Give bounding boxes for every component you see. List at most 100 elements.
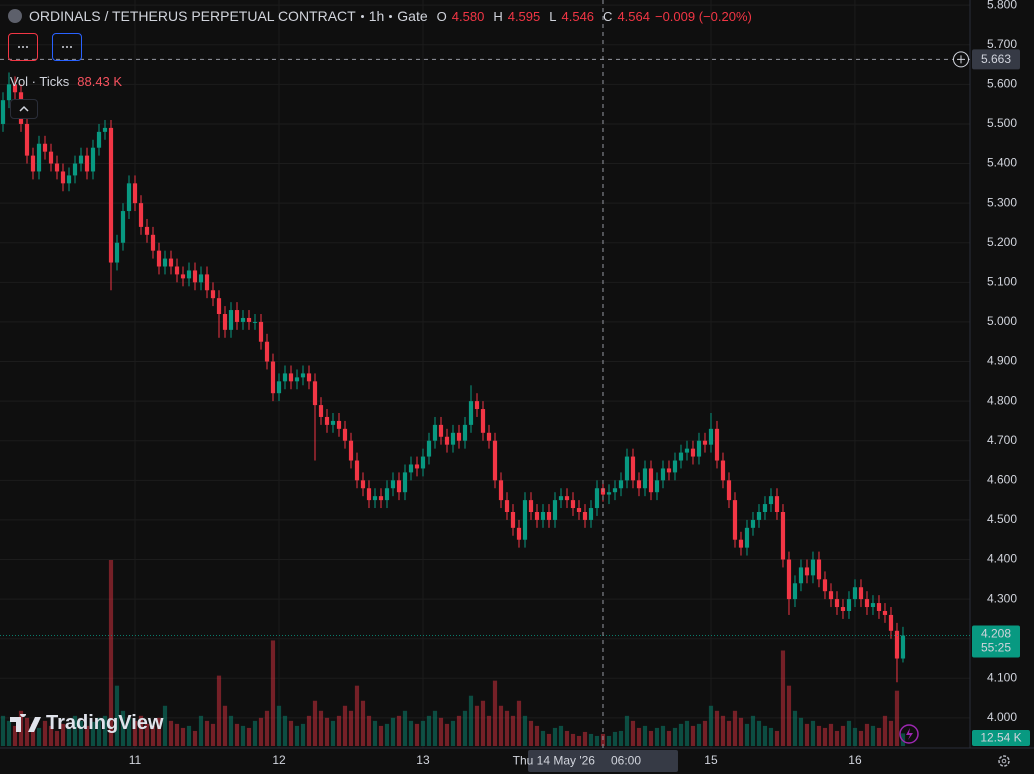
candle-body xyxy=(504,500,510,512)
crosshair-date: Thu 14 May '26 xyxy=(513,754,596,768)
volume-bar xyxy=(78,720,84,746)
y-tick-label: 5.500 xyxy=(987,116,1017,130)
y-tick-label: 5.600 xyxy=(987,77,1017,91)
volume-bar xyxy=(678,723,684,746)
candle-body xyxy=(360,480,366,489)
volume-bar xyxy=(426,715,432,746)
candle-body xyxy=(876,603,882,611)
volume-bar xyxy=(240,725,246,746)
last-price-box xyxy=(972,625,1020,658)
candle-body xyxy=(882,610,888,615)
volume-bar xyxy=(138,715,144,746)
candle-body xyxy=(60,171,66,184)
candle-body xyxy=(216,298,222,315)
volume-bar xyxy=(36,727,42,746)
candle-body xyxy=(150,234,156,251)
candle-body xyxy=(804,567,810,576)
volume-bar xyxy=(84,725,90,746)
candle-body xyxy=(768,496,774,505)
ohlc-key: H xyxy=(493,8,503,24)
volume-bar xyxy=(0,715,6,746)
symbol-title[interactable]: ORDINALS / TETHERUS PERPETUAL CONTRACT xyxy=(29,8,356,24)
volume-bar xyxy=(852,727,858,746)
candle-body xyxy=(120,211,126,243)
candle-body xyxy=(816,559,822,580)
interval[interactable]: 1h xyxy=(368,8,385,24)
volume-bar xyxy=(246,727,252,746)
volume-value: 88.43 K xyxy=(77,74,123,89)
candle-body xyxy=(510,511,516,528)
candle-body xyxy=(324,416,330,425)
candle-body xyxy=(114,242,120,263)
volume-bar xyxy=(420,720,426,746)
last-price-label: 4.208 xyxy=(981,627,1011,641)
volume-bar xyxy=(462,710,468,746)
candle-body xyxy=(372,496,378,501)
volume-bar xyxy=(456,715,462,746)
candle-body xyxy=(54,163,60,172)
countdown: 55:25 xyxy=(981,641,1011,655)
volume-bar xyxy=(762,725,768,746)
plus-icon xyxy=(957,55,965,64)
volume-bar xyxy=(204,720,210,746)
candle-body xyxy=(144,226,150,235)
indicator-button[interactable] xyxy=(52,33,82,61)
candle-body xyxy=(762,504,768,512)
volume-bar xyxy=(588,733,594,746)
add-alert-button[interactable] xyxy=(953,51,969,68)
candle-body xyxy=(528,500,534,512)
volume-bar xyxy=(552,727,558,746)
candle-body xyxy=(858,587,864,600)
volume-bar xyxy=(150,725,156,746)
candle-body xyxy=(822,579,828,592)
volume-bar xyxy=(324,717,330,746)
candle-body xyxy=(348,440,354,461)
candle-body xyxy=(606,492,612,495)
collapse-button[interactable] xyxy=(10,99,38,119)
ohlc-key: L xyxy=(549,8,557,24)
candle-body xyxy=(486,432,492,441)
last-volume-box xyxy=(972,730,1030,746)
candle-body xyxy=(6,84,12,101)
candle-body xyxy=(888,614,894,631)
candle-body xyxy=(480,409,486,433)
volume-bar xyxy=(348,710,354,746)
candle-body xyxy=(378,496,384,501)
volume-bar xyxy=(660,725,666,746)
volume-bar xyxy=(54,730,60,746)
candle-body xyxy=(846,599,852,611)
volume-bar xyxy=(732,710,738,746)
crosshair-time: 06:00 xyxy=(611,754,641,768)
candle-body xyxy=(180,274,186,279)
volume-bar xyxy=(630,720,636,746)
symbol-logo xyxy=(8,9,22,23)
x-tick-label: 13 xyxy=(416,753,430,767)
volume-bar xyxy=(642,725,648,746)
candle-body xyxy=(696,440,702,457)
candle-body xyxy=(498,480,504,501)
candle-body xyxy=(204,274,210,291)
volume-bar xyxy=(294,725,300,746)
volume-bar xyxy=(576,735,582,746)
volume-bar xyxy=(372,720,378,746)
candle-body xyxy=(570,500,576,509)
candle-body xyxy=(534,511,540,520)
lightning-icon xyxy=(899,724,919,744)
volume-bar xyxy=(606,735,612,746)
candle-body xyxy=(192,270,198,283)
volume-bar xyxy=(210,723,216,746)
volume-bar xyxy=(30,723,36,746)
indicator-button[interactable] xyxy=(8,33,38,61)
volume-bar xyxy=(750,715,756,746)
volume-bar xyxy=(498,705,504,746)
settings-button[interactable] xyxy=(998,755,1010,767)
volume-bar xyxy=(42,720,48,746)
candle-body xyxy=(96,131,102,148)
candle-body xyxy=(672,460,678,473)
y-tick-label: 5.100 xyxy=(987,275,1017,289)
candle-body xyxy=(42,143,48,152)
volume-bar xyxy=(702,720,708,746)
y-tick-label: 4.800 xyxy=(987,393,1017,407)
candle-body xyxy=(384,488,390,501)
